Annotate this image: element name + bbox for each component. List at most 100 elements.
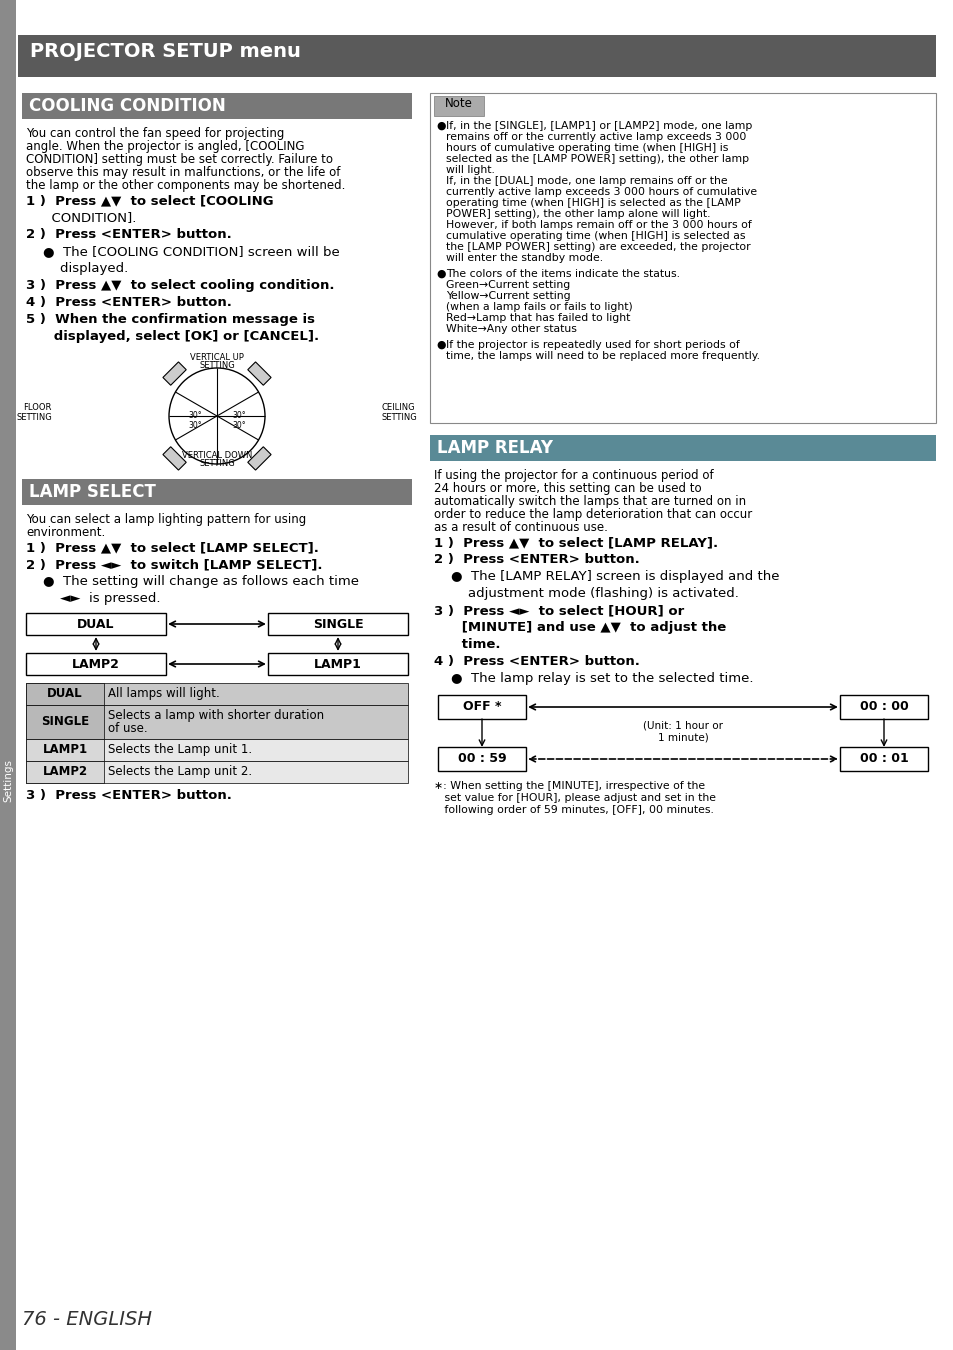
Text: Red→Lamp that has failed to light: Red→Lamp that has failed to light	[446, 313, 630, 323]
Text: 1 )  Press ▲▼  to select [LAMP SELECT].: 1 ) Press ▲▼ to select [LAMP SELECT].	[26, 541, 318, 554]
Text: 2 )  Press <ENTER> button.: 2 ) Press <ENTER> button.	[26, 228, 232, 242]
Bar	[26, 683, 104, 705]
Text: 00 : 59: 00 : 59	[457, 752, 506, 765]
Text: as a result of continuous use.: as a result of continuous use.	[434, 521, 607, 535]
Text: hours of cumulative operating time (when [HIGH] is: hours of cumulative operating time (when…	[446, 143, 727, 153]
Text: order to reduce the lamp deterioration that can occur: order to reduce the lamp deterioration t…	[434, 508, 752, 521]
Bar	[163, 447, 186, 470]
Text: Selects the Lamp unit 1.: Selects the Lamp unit 1.	[108, 743, 252, 756]
Text: ●: ●	[436, 269, 445, 279]
Text: CEILING: CEILING	[381, 404, 416, 413]
Text: SETTING: SETTING	[381, 413, 417, 423]
Text: the [LAMP POWER] setting) are exceeded, the projector: the [LAMP POWER] setting) are exceeded, …	[446, 242, 750, 252]
Bar	[26, 761, 104, 783]
Text: If using the projector for a continuous period of: If using the projector for a continuous …	[434, 468, 713, 482]
Text: SETTING: SETTING	[16, 413, 52, 423]
Text: environment.: environment.	[26, 526, 105, 539]
Text: Green→Current setting: Green→Current setting	[446, 279, 570, 290]
Text: DUAL: DUAL	[77, 618, 114, 630]
Text: VERTICAL DOWN: VERTICAL DOWN	[182, 451, 252, 460]
Bar	[840, 747, 927, 771]
Bar	[434, 96, 483, 116]
Bar	[437, 747, 525, 771]
Bar	[26, 653, 166, 675]
Text: ●  The [LAMP RELAY] screen is displayed and the: ● The [LAMP RELAY] screen is displayed a…	[434, 570, 779, 583]
Text: ◄►  is pressed.: ◄► is pressed.	[26, 593, 160, 605]
Text: LAMP1: LAMP1	[42, 743, 88, 756]
Bar	[26, 738, 408, 761]
Bar	[26, 705, 104, 738]
Text: You can control the fan speed for projecting: You can control the fan speed for projec…	[26, 127, 284, 140]
Text: The colors of the items indicate the status.: The colors of the items indicate the sta…	[446, 269, 679, 279]
Text: DUAL: DUAL	[47, 687, 83, 701]
Text: FLOOR: FLOOR	[24, 404, 52, 413]
Text: displayed, select [OK] or [CANCEL].: displayed, select [OK] or [CANCEL].	[26, 329, 319, 343]
Bar	[22, 93, 412, 119]
Text: operating time (when [HIGH] is selected as the [LAMP: operating time (when [HIGH] is selected …	[446, 198, 740, 208]
Text: If the projector is repeatedly used for short periods of: If the projector is repeatedly used for …	[446, 340, 739, 350]
Text: remains off or the currently active lamp exceeds 3 000: remains off or the currently active lamp…	[446, 132, 745, 142]
Text: 5 )  When the confirmation message is: 5 ) When the confirmation message is	[26, 313, 314, 325]
Bar	[26, 683, 408, 705]
Text: 00 : 00: 00 : 00	[859, 701, 907, 713]
Text: OFF *: OFF *	[462, 701, 500, 713]
Text: LAMP1: LAMP1	[314, 657, 361, 671]
Text: 3 )  Press ▲▼  to select cooling condition.: 3 ) Press ▲▼ to select cooling condition…	[26, 279, 335, 292]
Text: 3 )  Press ◄►  to select [HOUR] or: 3 ) Press ◄► to select [HOUR] or	[434, 603, 683, 617]
Bar	[248, 447, 271, 470]
Text: automatically switch the lamps that are turned on in: automatically switch the lamps that are …	[434, 495, 745, 508]
Text: set value for [HOUR], please adjust and set in the: set value for [HOUR], please adjust and …	[434, 792, 716, 803]
Text: White→Any other status: White→Any other status	[446, 324, 577, 333]
Text: SINGLE: SINGLE	[41, 716, 89, 728]
Text: Note: Note	[445, 97, 473, 109]
Text: COOLING CONDITION: COOLING CONDITION	[29, 97, 226, 115]
Text: time.: time.	[434, 639, 500, 651]
Text: ●  The [COOLING CONDITION] screen will be: ● The [COOLING CONDITION] screen will be	[26, 244, 339, 258]
Bar	[248, 362, 271, 385]
Bar	[430, 93, 935, 423]
Bar	[268, 653, 408, 675]
Text: (Unit: 1 hour or: (Unit: 1 hour or	[642, 721, 722, 730]
Text: following order of 59 minutes, [OFF], 00 minutes.: following order of 59 minutes, [OFF], 00…	[434, 805, 713, 815]
Text: 24 hours or more, this setting can be used to: 24 hours or more, this setting can be us…	[434, 482, 700, 495]
Bar	[268, 613, 408, 634]
Text: 3 )  Press <ENTER> button.: 3 ) Press <ENTER> button.	[26, 788, 232, 802]
Text: LAMP2: LAMP2	[42, 765, 88, 778]
Text: SETTING: SETTING	[199, 459, 234, 468]
Text: ●  The lamp relay is set to the selected time.: ● The lamp relay is set to the selected …	[434, 672, 753, 684]
Text: ∗: When setting the [MINUTE], irrespective of the: ∗: When setting the [MINUTE], irrespecti…	[434, 782, 704, 791]
Text: LAMP RELAY: LAMP RELAY	[436, 439, 553, 458]
Text: PROJECTOR SETUP menu: PROJECTOR SETUP menu	[30, 42, 300, 61]
Bar	[22, 479, 412, 505]
Text: 1 )  Press ▲▼  to select [LAMP RELAY].: 1 ) Press ▲▼ to select [LAMP RELAY].	[434, 536, 718, 549]
Bar	[26, 705, 408, 738]
Text: SETTING: SETTING	[199, 360, 234, 370]
Text: will enter the standby mode.: will enter the standby mode.	[446, 252, 602, 263]
Text: 2 )  Press ◄►  to switch [LAMP SELECT].: 2 ) Press ◄► to switch [LAMP SELECT].	[26, 558, 322, 571]
Text: displayed.: displayed.	[26, 262, 128, 275]
Text: time, the lamps will need to be replaced more frequently.: time, the lamps will need to be replaced…	[446, 351, 760, 360]
Text: However, if both lamps remain off or the 3 000 hours of: However, if both lamps remain off or the…	[446, 220, 751, 230]
Bar	[0, 0, 16, 1350]
Bar	[430, 435, 935, 460]
Bar	[840, 695, 927, 720]
Text: VERTICAL UP: VERTICAL UP	[190, 352, 244, 362]
Text: 30°: 30°	[232, 410, 246, 420]
Text: POWER] setting), the other lamp alone will light.: POWER] setting), the other lamp alone wi…	[446, 209, 710, 219]
Text: Selects the Lamp unit 2.: Selects the Lamp unit 2.	[108, 765, 252, 778]
Text: currently active lamp exceeds 3 000 hours of cumulative: currently active lamp exceeds 3 000 hour…	[446, 188, 757, 197]
Text: (when a lamp fails or fails to light): (when a lamp fails or fails to light)	[446, 302, 632, 312]
Text: 1 minute): 1 minute)	[657, 732, 708, 742]
Text: 30°: 30°	[232, 421, 246, 431]
Text: 76 - ENGLISH: 76 - ENGLISH	[22, 1310, 152, 1328]
Text: You can select a lamp lighting pattern for using: You can select a lamp lighting pattern f…	[26, 513, 306, 526]
Bar	[163, 362, 186, 385]
Text: 30°: 30°	[188, 421, 202, 431]
Text: If, in the [DUAL] mode, one lamp remains off or the: If, in the [DUAL] mode, one lamp remains…	[446, 176, 727, 186]
Bar	[437, 695, 525, 720]
Text: ●: ●	[436, 122, 445, 131]
Text: ●: ●	[436, 340, 445, 350]
Text: Selects a lamp with shorter duration: Selects a lamp with shorter duration	[108, 709, 324, 722]
Text: 30°: 30°	[188, 410, 202, 420]
Text: 1 )  Press ▲▼  to select [COOLING: 1 ) Press ▲▼ to select [COOLING	[26, 194, 274, 207]
